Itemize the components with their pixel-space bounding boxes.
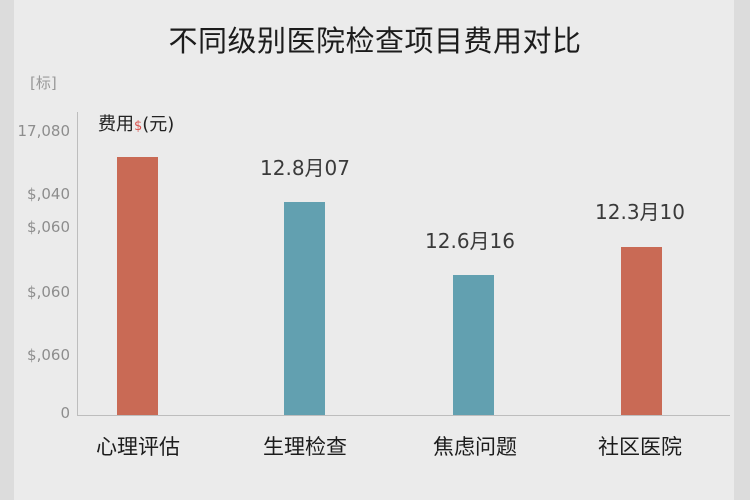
y-axis-label-text: 费用 [98,114,134,135]
x-tick-label: 生理检查 [263,435,347,459]
y-axis-label-unit: (元) [142,114,175,135]
currency-symbol: $ [134,119,143,134]
y-tick-label: 17,080 [17,122,71,140]
y-tick-label: $,060 [27,283,70,301]
bar-physical-exam[interactable] [284,202,325,415]
x-tick-label: 社区医院 [598,435,682,459]
unit-tag: [标] [30,74,57,92]
bar-community-hospital[interactable] [621,247,662,415]
y-tick-label: $,060 [27,346,70,364]
x-axis-line [77,415,730,416]
value-label: 12.8月07 [260,156,350,180]
y-axis-line [77,112,78,416]
bar-anxiety-issue[interactable] [453,275,494,415]
y-tick-label: 0 [60,404,70,422]
chart-title: 不同级别医院检查项目费用对比 [168,24,582,58]
value-label: 12.3月10 [595,200,685,224]
x-tick-label: 心理评估 [96,435,180,459]
value-label: 12.6月16 [425,229,515,253]
y-tick-label: $,060 [27,218,70,236]
y-tick-label: $,040 [27,185,70,203]
bar-psych-assessment[interactable] [117,157,158,415]
y-axis-label: 费用$(元) [98,110,174,136]
x-tick-label: 焦虑问题 [433,435,517,459]
